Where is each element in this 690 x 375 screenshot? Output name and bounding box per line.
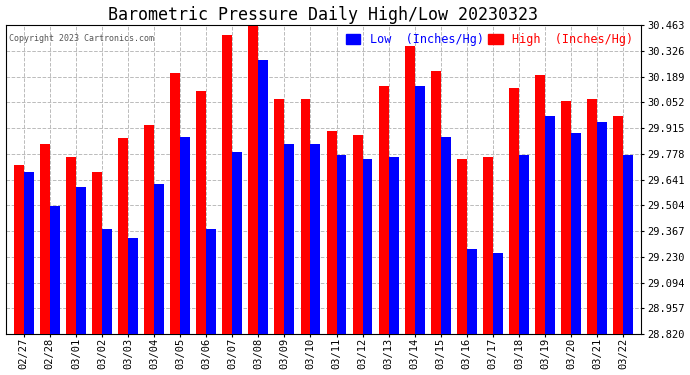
Bar [545,116,555,334]
Bar [102,229,112,334]
Bar [561,101,571,334]
Bar [571,133,581,334]
Bar [284,144,295,334]
Bar [493,253,503,334]
Bar [301,99,310,334]
Bar [587,99,597,334]
Bar [388,157,399,334]
Bar [197,92,206,334]
Bar [483,157,493,334]
Bar [353,135,362,334]
Bar [144,125,154,334]
Bar [23,172,34,334]
Bar [180,136,190,334]
Text: Copyright 2023 Cartronics.com: Copyright 2023 Cartronics.com [9,34,154,44]
Bar [233,152,242,334]
Bar [222,35,233,334]
Bar [128,238,138,334]
Title: Barometric Pressure Daily High/Low 20230323: Barometric Pressure Daily High/Low 20230… [108,6,538,24]
Bar [170,73,180,334]
Bar [535,75,545,334]
Bar [14,165,23,334]
Bar [92,172,102,334]
Bar [206,229,216,334]
Bar [509,88,519,334]
Bar [40,144,50,334]
Bar [597,122,607,334]
Bar [362,159,373,334]
Bar [118,138,128,334]
Bar [76,188,86,334]
Bar [337,155,346,334]
Bar [519,155,529,334]
Bar [467,249,477,334]
Bar [310,144,320,334]
Bar [405,46,415,334]
Bar [326,131,337,334]
Bar [431,71,441,334]
Bar [379,86,388,334]
Bar [415,86,424,334]
Bar [441,136,451,334]
Bar [50,206,60,334]
Bar [66,157,76,334]
Bar [248,26,258,334]
Bar [258,60,268,334]
Bar [154,184,164,334]
Legend: Low  (Inches/Hg), High  (Inches/Hg): Low (Inches/Hg), High (Inches/Hg) [344,31,635,49]
Bar [623,155,633,334]
Bar [457,159,467,334]
Bar [613,116,623,334]
Bar [275,99,284,334]
